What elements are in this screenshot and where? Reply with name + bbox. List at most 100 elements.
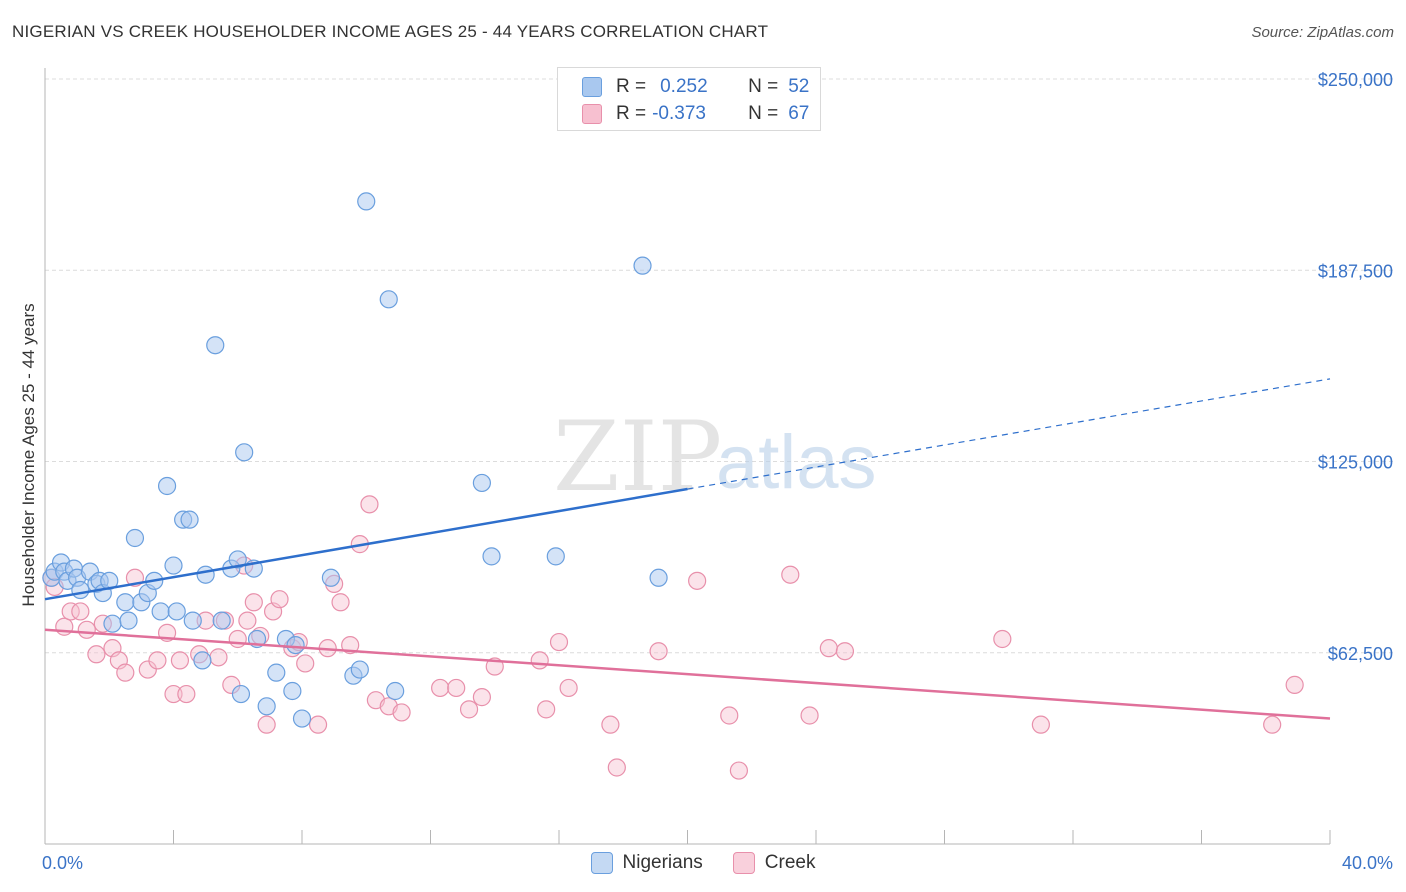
- r-value: -0.373: [652, 103, 706, 124]
- creek-point: [148, 651, 167, 670]
- creek-point: [472, 688, 491, 707]
- creek-point: [819, 639, 838, 658]
- creek-point: [1263, 715, 1282, 734]
- creek-legend-swatch: [732, 852, 755, 874]
- creek-points: [42, 495, 1304, 780]
- creek-point: [607, 758, 626, 777]
- nigerian-point: [633, 256, 652, 275]
- nigerian-point: [386, 681, 405, 701]
- nigerian-point: [482, 547, 501, 566]
- creek-point: [720, 706, 739, 725]
- n-value: 67: [788, 103, 810, 124]
- creek-point: [138, 660, 157, 679]
- creek-point: [360, 495, 379, 514]
- nigerian-point: [157, 476, 177, 496]
- nigerian-point: [193, 651, 212, 670]
- x-tick-label-min: 0.0%: [42, 853, 83, 873]
- nigerian-point: [649, 568, 668, 587]
- n-label: N =: [748, 76, 779, 97]
- nigerian-point: [228, 550, 247, 569]
- source-credit: Source: ZipAtlas.com: [1251, 24, 1394, 41]
- r-label: R =: [616, 103, 647, 124]
- creek-point: [209, 648, 228, 667]
- r-label: R =: [616, 76, 647, 97]
- creek-point: [459, 700, 479, 719]
- nigerian-point: [472, 473, 491, 493]
- creek-point: [530, 651, 549, 670]
- y-tick-label: $62,500: [1328, 644, 1393, 664]
- legend-item-nigerians: Nigerians: [590, 852, 703, 874]
- nigerian-point: [212, 611, 231, 630]
- nigerian-point: [357, 192, 376, 211]
- creek-point: [835, 642, 855, 661]
- nigerians-points: [42, 192, 668, 728]
- nigerian-point: [119, 611, 138, 630]
- creek-point: [116, 663, 135, 682]
- nigerian-point: [180, 510, 199, 529]
- creek-point: [537, 700, 556, 719]
- legend-item-creek: Creek: [732, 852, 815, 874]
- creek-point: [800, 706, 819, 725]
- watermark: ZIP atlas: [553, 401, 877, 513]
- nigerian-point: [183, 611, 202, 630]
- creek-point: [447, 678, 466, 698]
- creek-point: [559, 678, 578, 698]
- creek-point: [601, 715, 620, 734]
- creek-point: [649, 642, 668, 661]
- n-label: N =: [748, 103, 779, 124]
- creek-point: [257, 715, 276, 734]
- correlation-legend: R = 0.252 N = 52 R = -0.373 N = 67: [557, 67, 821, 131]
- creek-point: [244, 593, 263, 612]
- creek-point: [164, 684, 183, 704]
- n-value: 52: [788, 76, 810, 97]
- nigerian-point: [164, 556, 183, 575]
- creek-point: [170, 651, 190, 670]
- creek-point: [549, 632, 569, 652]
- legend-row-nigerians: R = 0.252 N = 52: [582, 74, 809, 100]
- nigerian-point: [231, 684, 251, 704]
- nigerian-point: [267, 663, 286, 682]
- nigerian-point: [235, 443, 254, 462]
- creek-point: [993, 629, 1012, 649]
- watermark-zip: ZIP: [553, 401, 722, 513]
- creek-point: [1031, 715, 1050, 734]
- creek-point: [1285, 675, 1304, 694]
- creek-point: [308, 715, 328, 734]
- creek-point: [238, 611, 257, 630]
- nigerian-point: [196, 565, 215, 584]
- nigerian-point: [350, 660, 369, 679]
- creek-point: [781, 565, 800, 584]
- axes: [44, 68, 1331, 845]
- nigerian-point: [151, 602, 170, 621]
- nigerian-point: [379, 290, 398, 309]
- r-value: 0.252: [660, 76, 708, 97]
- nigerian-point: [116, 593, 135, 612]
- y-tick-label: $187,500: [1318, 261, 1393, 281]
- nigerian-point: [103, 614, 122, 633]
- creek-point: [270, 590, 289, 609]
- y-tick-label: $125,000: [1318, 453, 1393, 473]
- trend-lines: [44, 378, 1331, 720]
- creek-point: [392, 703, 411, 722]
- nigerians-trend-line: [44, 487, 688, 601]
- nigerians-legend-swatch: [590, 852, 613, 874]
- creek-point: [87, 645, 106, 664]
- nigerian-point: [286, 635, 305, 655]
- watermark-atlas: atlas: [716, 420, 877, 505]
- tick-labels: $62,500 $125,000 $187,500 $250,000 0.0% 40.0%: [42, 70, 1393, 873]
- creek-point: [296, 654, 315, 673]
- creek-point: [331, 593, 350, 612]
- creek-point: [431, 678, 450, 698]
- y-tick-label: $250,000: [1318, 70, 1393, 90]
- nigerians-trend-extension: [687, 378, 1331, 490]
- legend-row-creek: R = -0.373 N = 67: [582, 101, 809, 127]
- nigerian-point: [283, 681, 302, 701]
- nigerian-point: [257, 697, 276, 716]
- creek-point: [729, 761, 749, 780]
- nigerian-point: [321, 568, 341, 587]
- y-axis-title: Householder Income Ages 25 - 44 years: [19, 303, 38, 606]
- chart-title: NIGERIAN VS CREEK HOUSEHOLDER INCOME AGE…: [12, 22, 769, 41]
- nigerian-point: [292, 709, 312, 728]
- nigerians-swatch: [582, 77, 602, 97]
